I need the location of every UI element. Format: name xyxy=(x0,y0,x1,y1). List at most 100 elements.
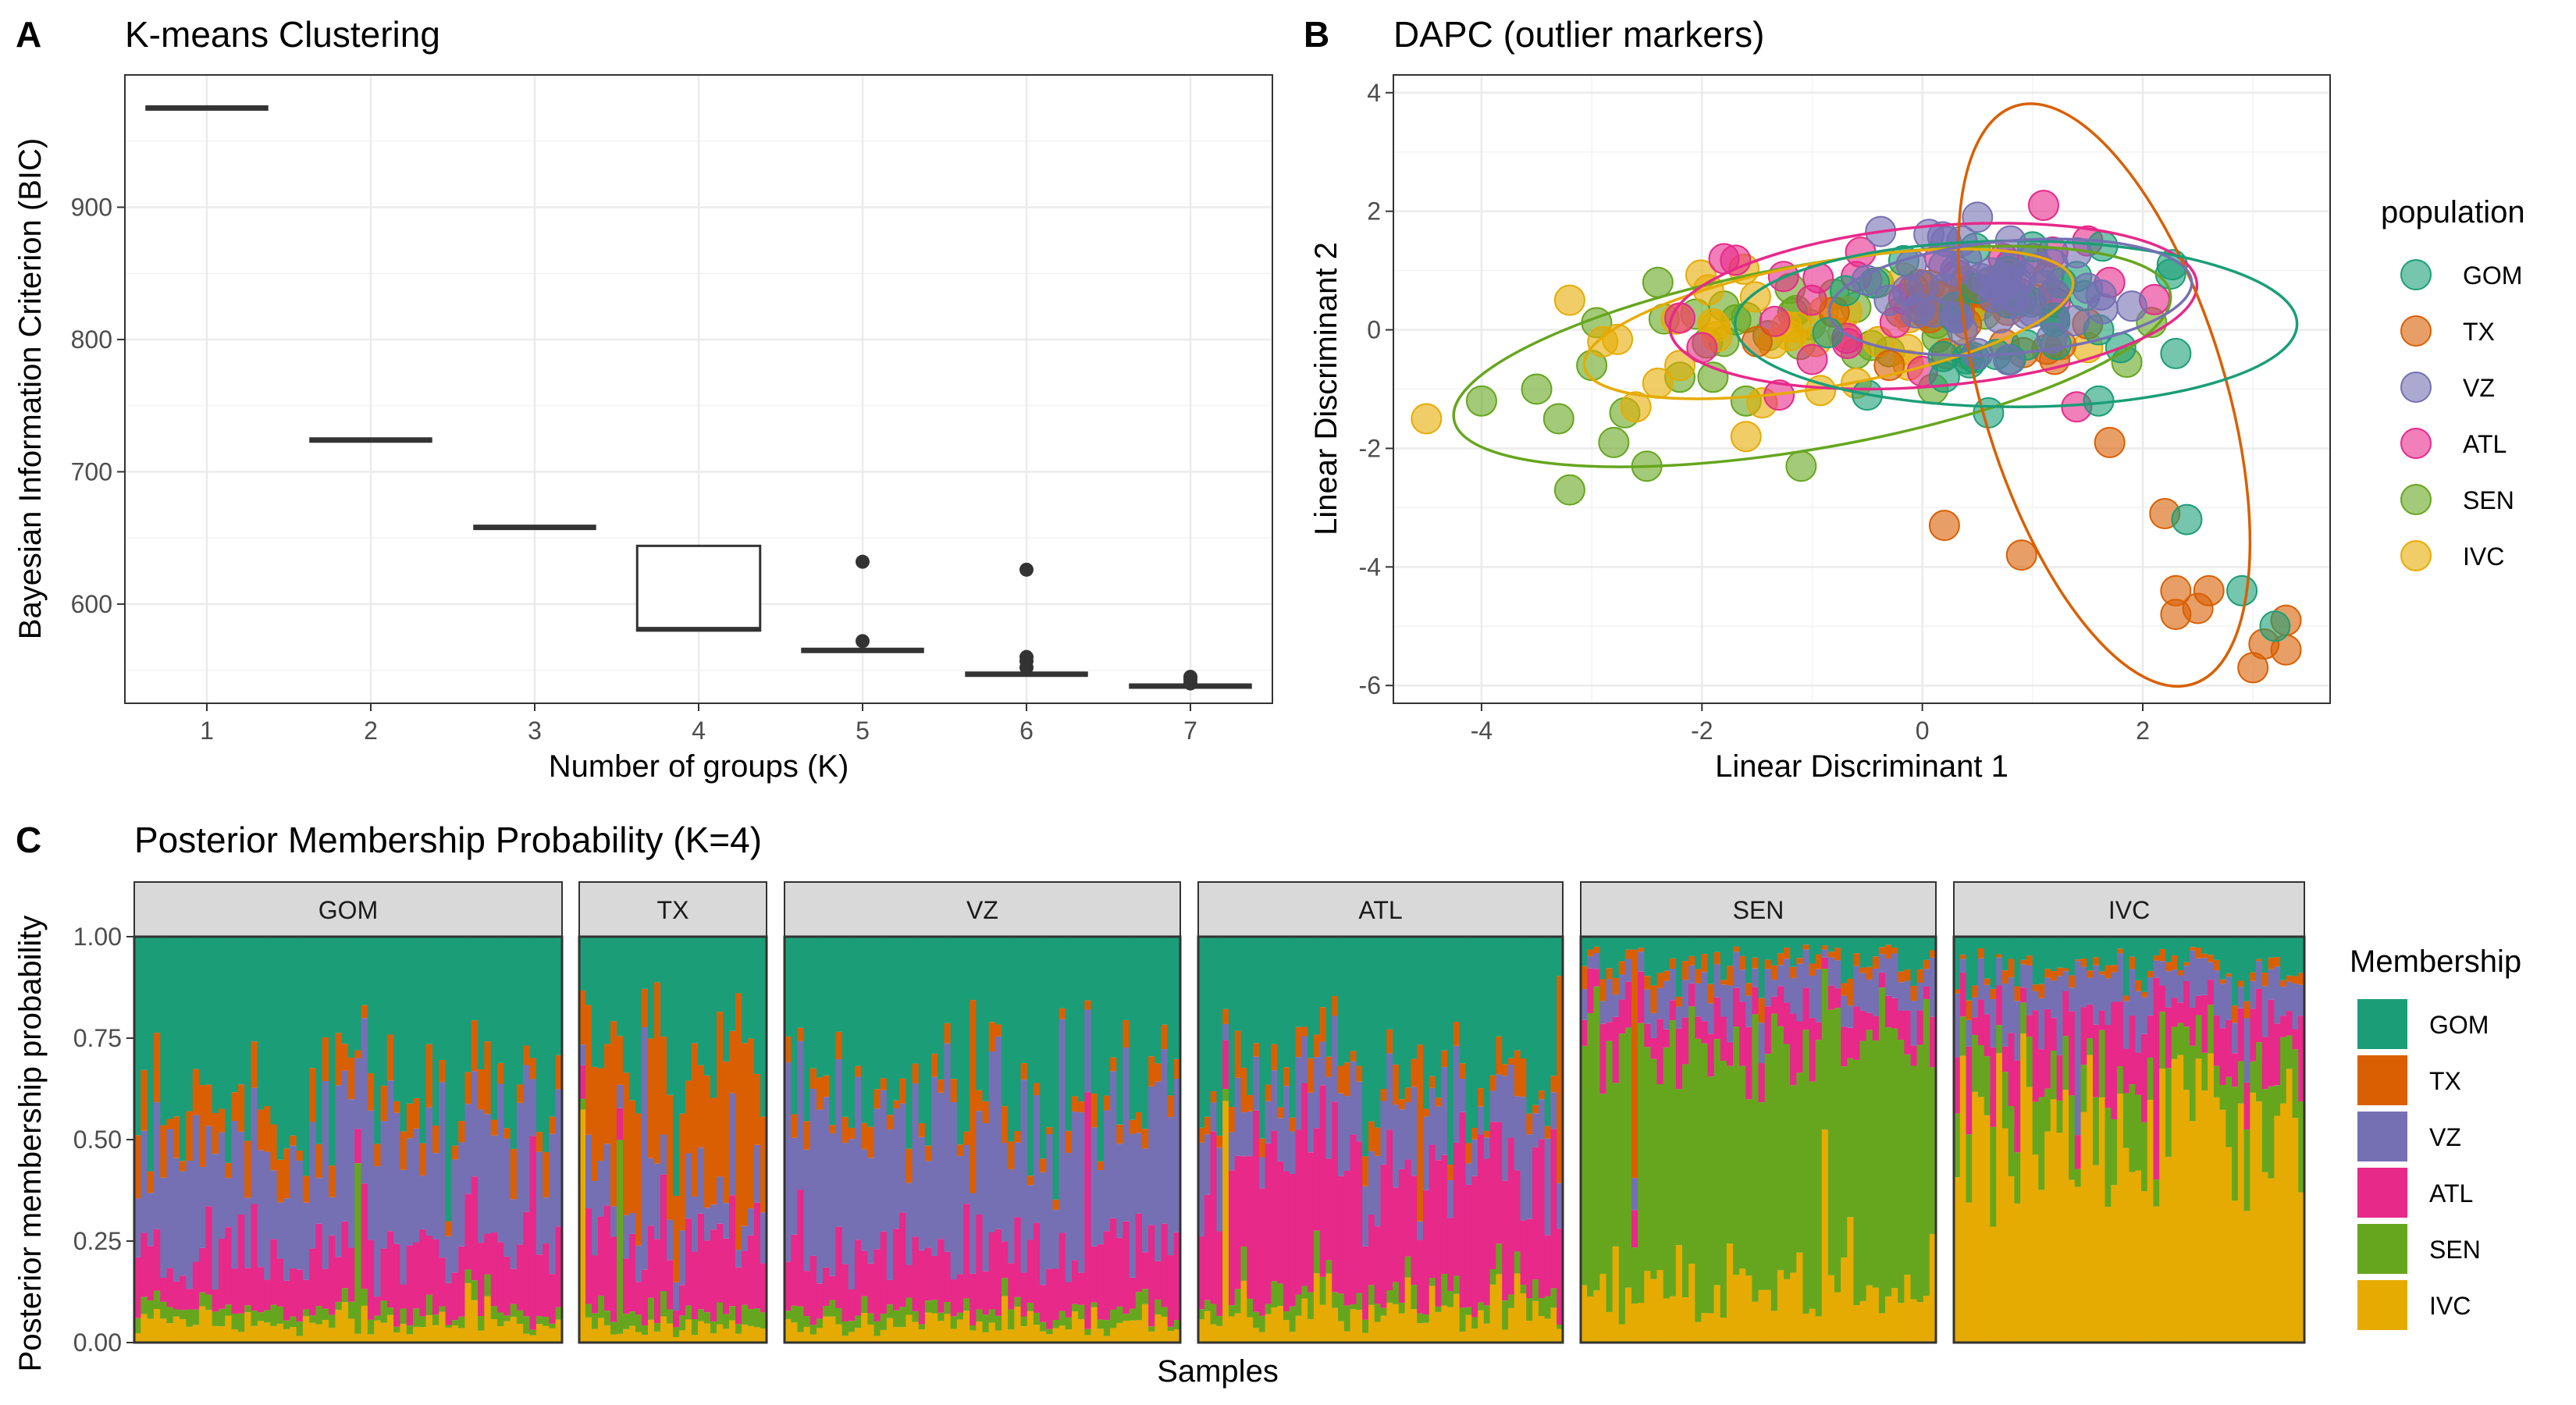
bar-segment-atl xyxy=(1240,1156,1247,1247)
bar-segment-vz xyxy=(1821,949,1829,958)
legend-label-sen: SEN xyxy=(2429,1236,2481,1264)
bar-segment-vz xyxy=(1959,959,1967,973)
bar-segment-vz xyxy=(1790,978,1797,1014)
bar-segment-tx xyxy=(302,1176,310,1203)
facet-strip-label-atl: ATL xyxy=(1358,896,1402,924)
bar-segment-vz xyxy=(1872,968,1880,1016)
bar-segment-ivc xyxy=(166,1323,174,1343)
bar-segment-vz xyxy=(1283,1086,1290,1172)
bar-segment-sen xyxy=(1325,1260,1332,1274)
bar-segment-atl xyxy=(592,1255,599,1314)
facet-border-ivc xyxy=(1952,935,2306,1344)
bar-segment-sen xyxy=(2026,1037,2033,1087)
bar-segment-tx xyxy=(1726,966,1734,986)
bar-segment-gom xyxy=(1959,937,1967,955)
bar-segment-atl xyxy=(1332,1101,1339,1293)
bar-segment-sen xyxy=(2268,1086,2275,1179)
bar-segment-tx xyxy=(803,1121,811,1150)
bar-segment-tx xyxy=(205,1084,213,1126)
bar-segment-ivc xyxy=(367,1334,375,1343)
bar-segment-vz xyxy=(341,1070,349,1222)
bar-segment-tx xyxy=(2093,957,2100,966)
bar-segment-gom xyxy=(893,937,900,1101)
point-ivc xyxy=(1553,284,1585,316)
bar-segment-ivc xyxy=(2195,1058,2202,1343)
bar-segment-ivc xyxy=(1459,1332,1467,1343)
bar-segment-gom xyxy=(212,937,219,1113)
bar-segment-ivc xyxy=(938,1321,945,1343)
bar-segment-gom xyxy=(1234,937,1242,1031)
bar-segment-vz xyxy=(516,1102,524,1245)
bar-segment-tx xyxy=(2201,953,2208,959)
bar-segment-sen xyxy=(579,1098,586,1110)
bar-segment-sen xyxy=(742,1304,749,1325)
bar-segment-gom xyxy=(1459,937,1467,1064)
bar-segment-gom xyxy=(2280,937,2287,980)
bar-segment-gom xyxy=(341,937,349,1044)
bar-segment-atl xyxy=(1368,1215,1375,1286)
bar-segment-vz xyxy=(1368,1151,1375,1215)
panel-b-plot-border xyxy=(1393,74,2331,704)
bar-segment-ivc xyxy=(912,1321,920,1343)
bar-segment-ivc xyxy=(1350,1309,1357,1343)
bar-segment-ivc xyxy=(2256,1101,2263,1343)
bar-segment-vz xyxy=(2201,958,2208,995)
bar-segment-tx xyxy=(1587,949,1594,956)
bar-segment-vz xyxy=(1343,1096,1351,1171)
legend-key-gom xyxy=(2400,259,2432,290)
bar-segment-ivc xyxy=(598,1318,605,1343)
bar-segment-tx xyxy=(2038,984,2045,998)
bar-segment-ivc xyxy=(341,1302,349,1343)
bar-segment-vz xyxy=(635,1245,642,1282)
bar-segment-ivc xyxy=(2050,1099,2058,1343)
bar-segment-atl xyxy=(692,1251,699,1320)
bar-segment-ivc xyxy=(1841,1257,1848,1343)
bar-segment-gom xyxy=(918,937,926,1123)
bar-segment-tx xyxy=(2165,962,2172,972)
bar-segment-tx xyxy=(791,1114,798,1138)
bar-segment-atl xyxy=(1078,1272,1085,1305)
bar-segment-atl xyxy=(471,1176,479,1281)
bar-segment-atl xyxy=(212,1289,219,1312)
bar-segment-vz xyxy=(906,1183,913,1265)
bar-segment-tx xyxy=(283,1148,290,1199)
bar-segment-tx xyxy=(361,1005,368,1019)
bar-segment-sen xyxy=(2032,1101,2039,1155)
bar-segment-atl xyxy=(1733,987,1740,1027)
bar-segment-sen xyxy=(1612,1083,1620,1247)
bar-segment-vz xyxy=(1638,951,1645,972)
bar-segment-vz xyxy=(1631,1178,1638,1211)
bar-segment-gom xyxy=(1033,937,1041,1083)
bar-segment-gom xyxy=(490,937,498,1120)
bar-segment-sen xyxy=(386,1307,394,1315)
bar-segment-gom xyxy=(1338,937,1345,1066)
bar-segment-sen xyxy=(1990,1126,1997,1227)
bar-segment-gom xyxy=(1663,937,1670,971)
bar-segment-atl xyxy=(555,1226,563,1307)
bar-segment-tx xyxy=(374,1144,382,1167)
bar-segment-atl xyxy=(1866,1012,1873,1030)
bar-segment-atl xyxy=(1135,1213,1143,1293)
bar-segment-vz xyxy=(335,1085,343,1257)
bar-segment-tx xyxy=(464,1072,472,1104)
bar-segment-sen xyxy=(2098,1030,2106,1097)
bar-segment-sen xyxy=(1435,1306,1442,1312)
bar-segment-tx xyxy=(1809,963,1816,976)
facet-strip-sen xyxy=(1580,881,1937,937)
bar-segment-ivc xyxy=(283,1329,290,1343)
point-gom xyxy=(2226,574,2258,606)
bar-segment-ivc xyxy=(425,1314,433,1343)
bar-segment-atl xyxy=(679,1285,686,1316)
bar-segment-atl xyxy=(660,1174,667,1292)
bar-segment-ivc xyxy=(1599,1273,1607,1343)
panel-c-tag: C xyxy=(16,820,41,860)
panel-c-facets: GOM TX VZ ATL SEN IVC xyxy=(133,881,2306,1344)
bar-segment-tx xyxy=(2159,948,2166,962)
bar-segment-sen xyxy=(555,1307,563,1320)
bar-segment-gom xyxy=(1745,937,1752,984)
bar-segment-tx xyxy=(322,1037,329,1081)
bar-segment-sen xyxy=(1581,1045,1588,1286)
bar-segment-vz xyxy=(1478,1106,1485,1135)
bar-segment-tx xyxy=(1386,1029,1393,1054)
bar-segment-vz xyxy=(186,1161,194,1289)
